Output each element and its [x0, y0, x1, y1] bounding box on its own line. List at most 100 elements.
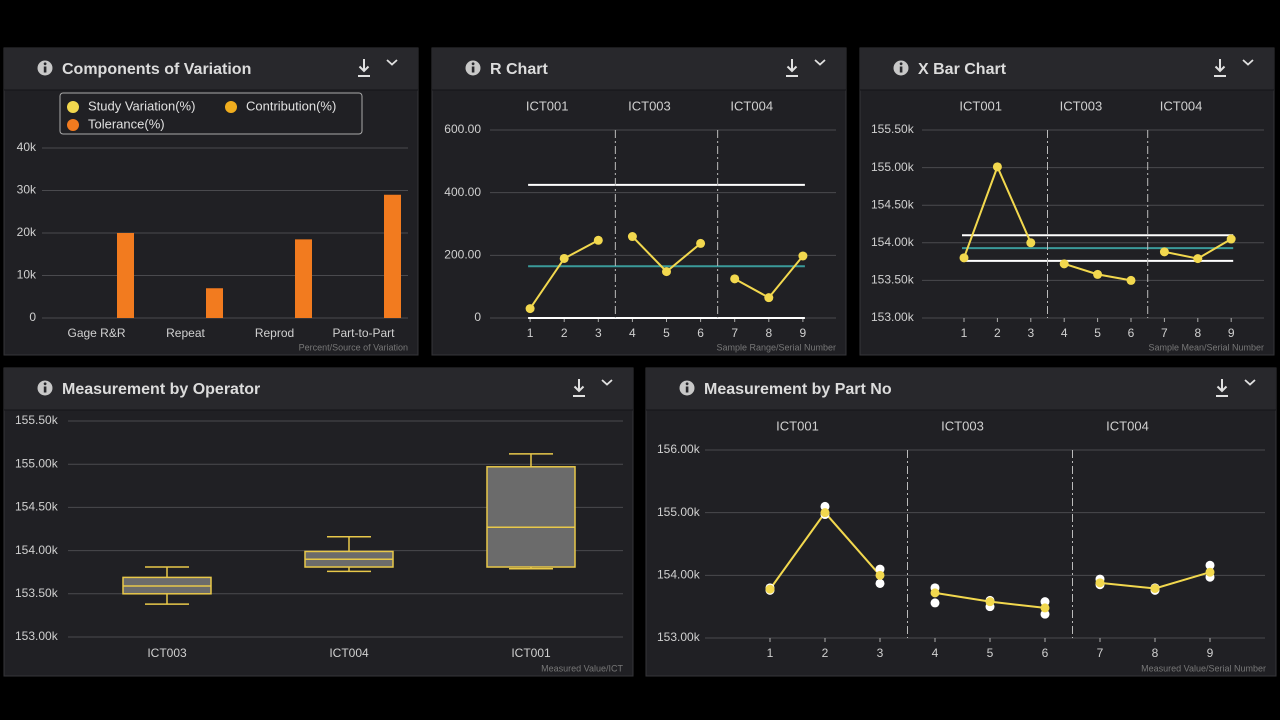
group-label: ICT004	[1160, 98, 1203, 113]
x-tick-label: 8	[1152, 646, 1159, 660]
sample-point	[1205, 560, 1215, 570]
menu-chevron[interactable]	[1244, 379, 1256, 386]
x-tick-label: 6	[1042, 646, 1049, 660]
x-tick-label: 1	[527, 326, 534, 340]
info-icon-dot	[685, 382, 689, 386]
panel-header	[4, 48, 418, 90]
data-point	[627, 232, 637, 242]
y-tick-label: 0	[29, 310, 36, 324]
legend-swatch	[67, 119, 79, 131]
x-tick-label: 4	[629, 326, 636, 340]
info-icon-stem	[685, 386, 689, 393]
sample-point	[875, 578, 885, 588]
legend-label: Tolerance(%)	[88, 116, 165, 131]
data-point	[1159, 247, 1169, 257]
x-tick-label: 5	[987, 646, 994, 660]
legend-swatch	[67, 101, 79, 113]
data-point	[1095, 578, 1105, 588]
x-tick-label: 7	[1097, 646, 1104, 660]
panel	[431, 47, 847, 356]
data-point	[559, 253, 569, 263]
x-tick-label: 8	[1194, 326, 1201, 340]
group-label: ICT003	[628, 98, 671, 113]
x-tick-label: 6	[697, 326, 704, 340]
data-point	[985, 597, 995, 607]
panel-title: Components of Variation	[62, 61, 251, 78]
y-tick-label: 200.00	[444, 248, 481, 262]
x-axis-label: Measured Value/Serial Number	[1141, 663, 1266, 673]
data-point	[696, 238, 706, 248]
panel	[859, 47, 1275, 356]
group-label: ICT001	[776, 418, 819, 433]
y-tick-label: 154.00k	[871, 235, 915, 249]
panel-title: R Chart	[490, 61, 548, 78]
x-tick-label: 6	[1128, 326, 1135, 340]
y-tick-label: 40k	[17, 140, 37, 154]
y-tick-label: 153.00k	[15, 629, 59, 643]
bar	[206, 288, 223, 318]
group-label: ICT004	[730, 98, 773, 113]
y-tick-label: 155.50k	[15, 413, 59, 427]
y-tick-label: 20k	[17, 225, 37, 239]
x-tick-label: 1	[767, 646, 774, 660]
x-tick-label: 4	[932, 646, 939, 660]
y-tick-label: 30k	[17, 183, 37, 197]
download-icon[interactable]	[786, 59, 798, 77]
x-tick-label: 7	[731, 326, 738, 340]
legend-swatch	[225, 101, 237, 113]
y-tick-label: 156.00k	[657, 442, 701, 456]
info-icon-stem	[43, 386, 47, 393]
bar	[384, 194, 401, 318]
x-tick-label: 2	[822, 646, 829, 660]
data-point	[525, 304, 535, 314]
menu-chevron[interactable]	[1242, 59, 1254, 66]
x-tick-label: 1	[961, 326, 968, 340]
data-point	[992, 162, 1002, 172]
info-icon-dot	[43, 62, 47, 66]
bar	[295, 239, 312, 318]
download-icon[interactable]	[1214, 59, 1226, 77]
data-point	[765, 584, 775, 594]
data-point	[1150, 583, 1160, 593]
data-point	[798, 251, 808, 261]
download-icon[interactable]	[358, 59, 370, 77]
panel-title: Measurement by Operator	[62, 381, 260, 398]
x-axis-label: Sample Range/Serial Number	[716, 342, 836, 352]
data-point	[1226, 234, 1236, 244]
y-tick-label: 400.00	[444, 185, 481, 199]
x-tick-label: Reprod	[255, 326, 294, 340]
x-tick-label: 2	[561, 326, 568, 340]
x-tick-label: Gage R&R	[67, 326, 125, 340]
x-tick-label: ICT003	[147, 646, 187, 660]
data-point	[1059, 259, 1069, 269]
info-icon-stem	[43, 66, 47, 73]
panel-title: X Bar Chart	[918, 61, 1007, 78]
x-axis-label: Sample Mean/Serial Number	[1148, 342, 1264, 352]
menu-chevron[interactable]	[386, 59, 398, 66]
y-tick-label: 155.00k	[15, 456, 59, 470]
info-icon-stem	[471, 66, 475, 73]
group-label: ICT003	[941, 418, 984, 433]
data-point	[930, 588, 940, 598]
data-point	[764, 293, 774, 303]
y-tick-label: 153.50k	[15, 586, 59, 600]
info-icon-stem	[899, 66, 903, 73]
download-icon[interactable]	[1216, 379, 1228, 397]
data-point	[662, 267, 671, 277]
menu-chevron[interactable]	[601, 379, 613, 386]
data-point	[1040, 603, 1050, 613]
panel	[645, 367, 1277, 677]
menu-chevron[interactable]	[814, 59, 826, 66]
box	[486, 466, 576, 568]
info-icon-dot	[899, 62, 903, 66]
sample-point	[820, 501, 830, 511]
y-tick-label: 154.00k	[657, 568, 701, 582]
data-point	[730, 274, 740, 284]
legend-box	[59, 92, 363, 135]
download-icon[interactable]	[573, 379, 585, 397]
legend-label: Study Variation(%)	[88, 98, 195, 113]
y-tick-label: 155.00k	[657, 505, 701, 519]
x-tick-label: 5	[1094, 326, 1101, 340]
x-tick-label: 2	[994, 326, 1001, 340]
